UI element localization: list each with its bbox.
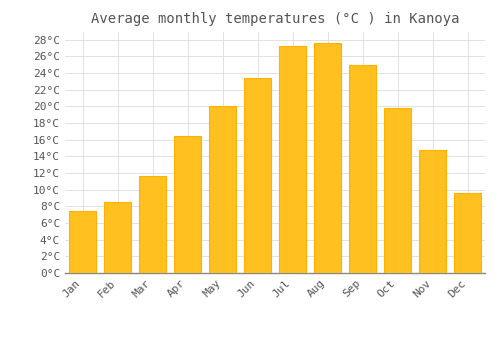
Bar [244, 78, 270, 273]
Title: Average monthly temperatures (°C ) in Kanoya: Average monthly temperatures (°C ) in Ka… [91, 12, 459, 26]
Bar [314, 43, 340, 273]
Bar [70, 211, 96, 273]
Bar [174, 136, 201, 273]
Bar [140, 176, 166, 273]
Bar [420, 150, 446, 273]
Bar [280, 47, 305, 273]
Bar [454, 193, 480, 273]
Bar [210, 106, 236, 273]
Bar [384, 108, 410, 273]
Bar [104, 202, 130, 273]
Bar [350, 65, 376, 273]
